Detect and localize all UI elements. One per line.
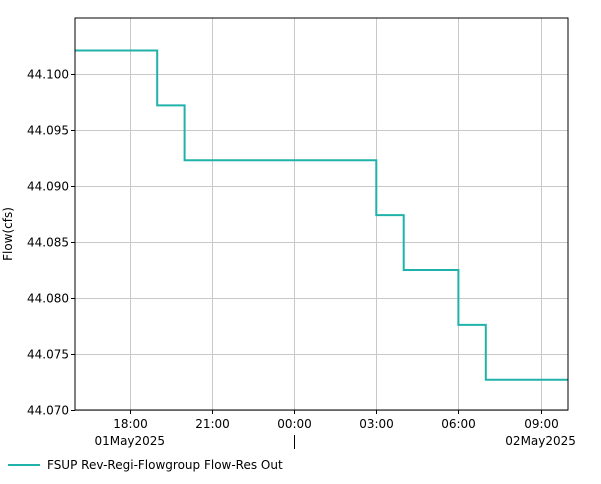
plot-frame — [74, 17, 569, 411]
y-tick-label: 44.095 — [27, 124, 69, 138]
y-tick-label: 44.080 — [27, 292, 69, 306]
grid-layer — [75, 18, 568, 411]
y-tick-label: 44.085 — [27, 236, 69, 250]
legend-label: FSUP Rev-Regi-Flowgroup Flow-Res Out — [47, 458, 283, 472]
y-axis-label: Flow(cfs) — [1, 207, 15, 261]
y-tick-label: 44.070 — [27, 404, 69, 418]
date-label: 02May2025 — [505, 434, 576, 448]
y-tick-label: 44.090 — [27, 180, 69, 194]
date-labels: 01May2025 02May2025 — [94, 434, 576, 449]
y-tick-label: 44.075 — [27, 348, 69, 362]
x-tick-label: 00:00 — [277, 417, 312, 431]
legend: FSUP Rev-Regi-Flowgroup Flow-Res Out — [8, 458, 283, 472]
x-tick-label: 06:00 — [441, 417, 476, 431]
series-layer — [75, 49, 568, 381]
date-label: 01May2025 — [94, 434, 165, 448]
x-axis-ticks: 18:00 21:00 00:00 03:00 06:00 09:00 — [113, 410, 559, 431]
y-axis-ticks: 44.070 44.075 44.080 44.085 44.090 44.095 44.1… — [27, 68, 75, 418]
x-tick-label: 18:00 — [113, 417, 148, 431]
x-tick-label: 03:00 — [359, 417, 394, 431]
y-tick-label: 44.100 — [27, 68, 69, 82]
series-line — [75, 49, 568, 381]
x-tick-label: 09:00 — [524, 417, 559, 431]
x-tick-label: 21:00 — [195, 417, 230, 431]
